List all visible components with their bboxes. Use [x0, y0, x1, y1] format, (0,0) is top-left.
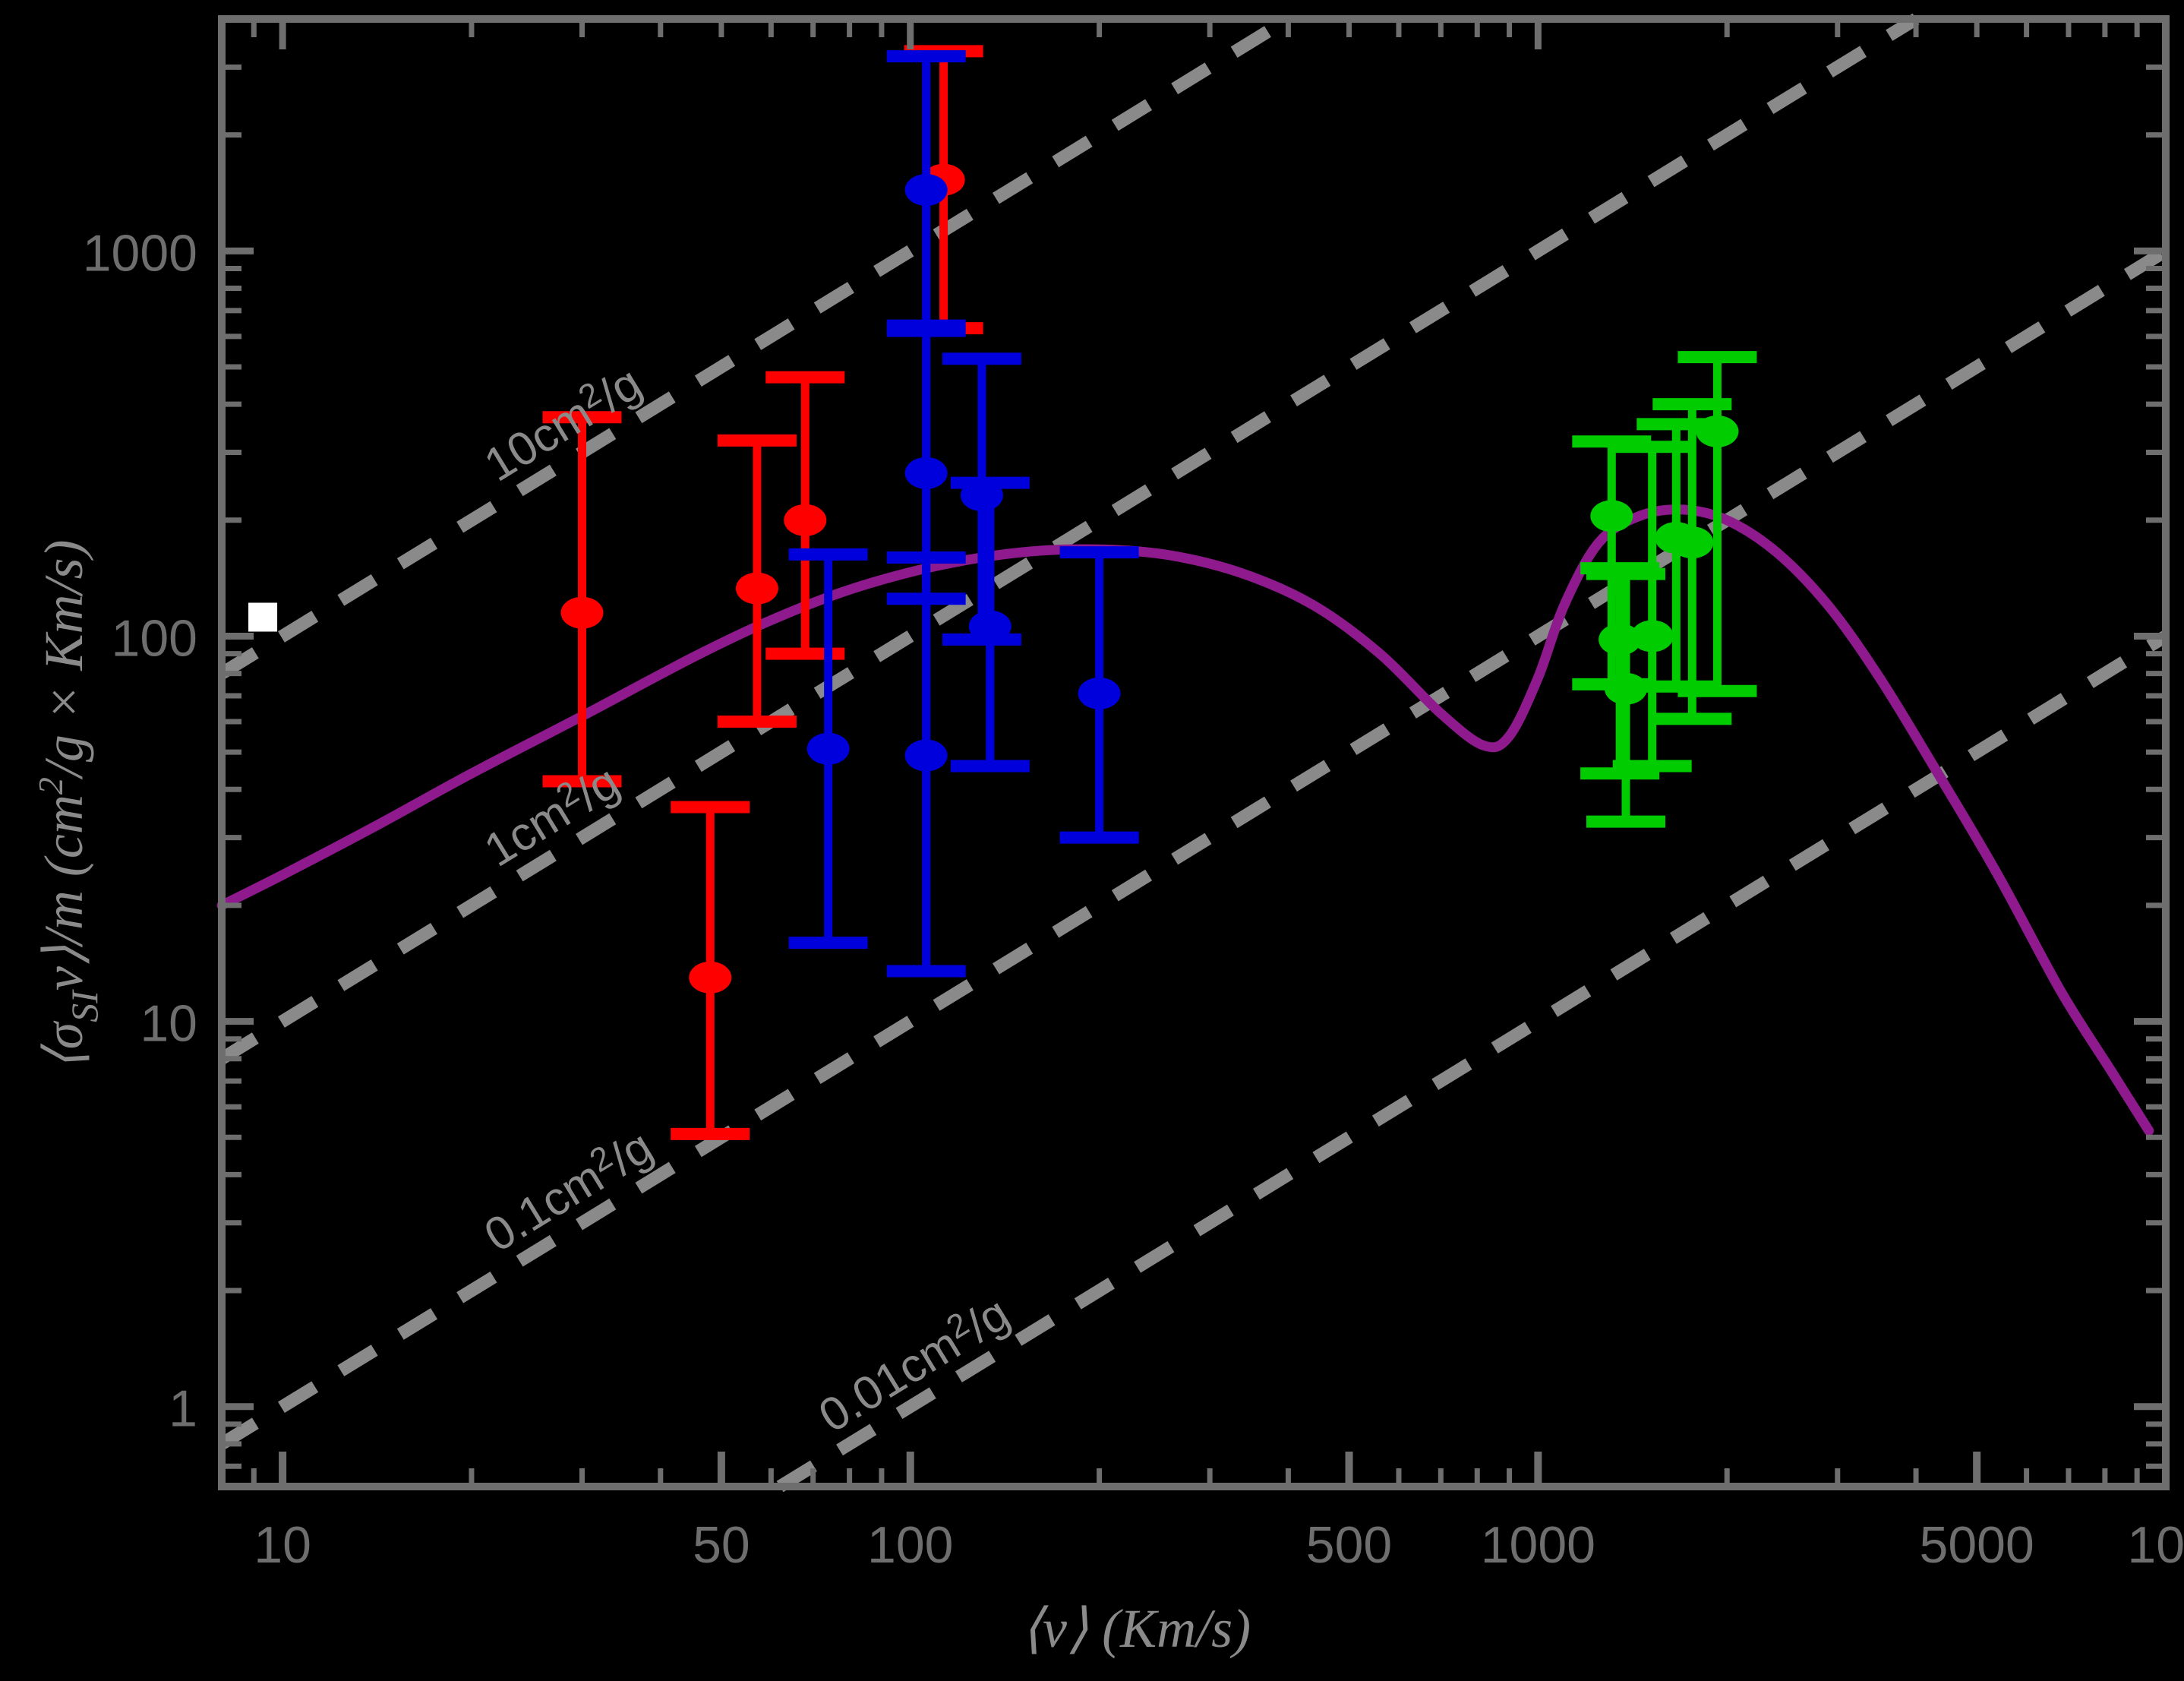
series-dwarfs [542, 45, 983, 1140]
tick-labels-group: 10 50 100 500 1000 5000 104 1 10 100 1000 [83, 224, 2184, 1574]
y-tick-label-3: 1000 [83, 224, 197, 282]
x-axis-title: ⟨v⟩ (Km/s) [1021, 1598, 1251, 1659]
white-square [248, 602, 278, 632]
x-tick-label-3: 500 [1306, 1516, 1392, 1574]
x-tick-label-0: 10 [254, 1516, 311, 1574]
data-point-lsb_spirals-5 [950, 476, 1030, 773]
y-tick-label-2: 100 [112, 609, 197, 667]
data-series-group [542, 45, 1757, 1140]
reference-line-1 [218, 13, 1920, 1064]
model-curve [216, 504, 2154, 1136]
data-point-dwarfs-0 [542, 411, 622, 788]
data-point-dwarfs-3 [765, 371, 845, 660]
axis-frame-group [218, 15, 2170, 1490]
y-axis-title: ⟨σSIν⟩/m (cm2/g × Km/s) [31, 540, 106, 1071]
data-point-clusters-3 [1612, 441, 1692, 773]
series-clusters [1572, 351, 1757, 828]
data-point-dwarfs-2 [671, 801, 750, 1140]
x-tick-label-1: 50 [693, 1516, 750, 1574]
x-tick-label-5: 5000 [1920, 1516, 2034, 1574]
axis-titles-group: ⟨v⟩ (Km/s) ⟨σSIν⟩/m (cm2/g × Km/s) [31, 540, 1251, 1659]
reference-line-3 [776, 630, 2170, 1493]
reference-line-2 [218, 245, 2170, 1450]
data-point-clusters-6 [1677, 351, 1757, 697]
data-point-lsb_spirals-3 [886, 551, 966, 978]
white-square-marker [248, 602, 278, 632]
x-tick-label-2: 100 [867, 1516, 953, 1574]
x-tick-label-6: 104 [2127, 1508, 2184, 1574]
y-tick-label-0: 1 [169, 1380, 197, 1438]
y-tick-label-1: 10 [140, 995, 197, 1053]
data-point-lsb_spirals-0 [788, 548, 868, 950]
data-point-lsb_spirals-6 [1059, 546, 1139, 844]
reference-lines-group [218, 13, 2170, 1493]
x-tick-label-4: 1000 [1481, 1516, 1595, 1574]
data-point-dwarfs-1 [717, 434, 797, 728]
series-lsb_spirals [788, 50, 1139, 978]
